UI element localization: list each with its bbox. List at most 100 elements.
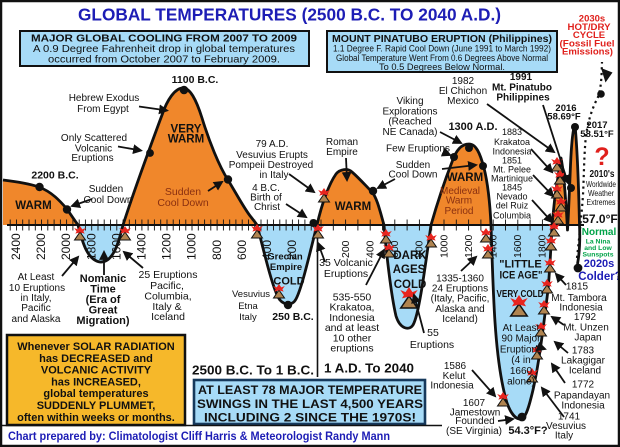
svg-text:58.51°F: 58.51°F — [580, 129, 614, 140]
svg-text:El Chichon: El Chichon — [439, 86, 487, 97]
svg-text:ICE AGE": ICE AGE" — [500, 270, 543, 282]
svg-text:Indonesia: Indonesia — [492, 147, 531, 157]
svg-text:57.0°F: 57.0°F — [582, 212, 617, 226]
svg-text:AGES: AGES — [393, 264, 426, 276]
svg-text:Period: Period — [445, 206, 474, 217]
svg-text:1815: 1815 — [566, 282, 589, 293]
svg-text:in Italy,: in Italy, — [21, 293, 52, 304]
svg-text:Mt. Pinatubo: Mt. Pinatubo — [492, 83, 552, 94]
svg-text:(Reached: (Reached — [388, 117, 431, 128]
svg-text:200: 200 — [285, 240, 299, 260]
svg-text:Volcanic: Volcanic — [75, 144, 112, 155]
svg-text:1660: 1660 — [510, 366, 533, 377]
svg-text:1991: 1991 — [510, 72, 533, 83]
svg-text:DARK: DARK — [393, 250, 427, 262]
svg-text:Sunspots: Sunspots — [583, 252, 614, 259]
svg-text:250 B.C.: 250 B.C. — [272, 311, 314, 323]
svg-text:Extremes: Extremes — [587, 197, 616, 207]
svg-text:Emissions): Emissions) — [562, 47, 613, 58]
svg-text:(4 in: (4 in — [511, 355, 530, 366]
svg-text:Few Eruptions: Few Eruptions — [386, 144, 450, 155]
svg-text:400: 400 — [365, 240, 377, 258]
svg-text:Indonesia: Indonesia — [329, 312, 375, 324]
svg-text:Chart prepared by: Climatologi: Chart prepared by: Climatologist Cliff H… — [8, 429, 390, 443]
svg-text:800: 800 — [210, 240, 224, 260]
svg-text:Colder?: Colder? — [578, 271, 620, 283]
svg-text:4 B.C.: 4 B.C. — [252, 183, 280, 194]
svg-text:2017: 2017 — [586, 120, 607, 131]
svg-text:25 Eruptions: 25 Eruptions — [139, 269, 198, 281]
svg-text:1982: 1982 — [452, 76, 475, 87]
svg-text:Empire: Empire — [270, 262, 302, 273]
svg-text:Mexico: Mexico — [447, 96, 479, 107]
svg-text:1100 B.C.: 1100 B.C. — [172, 74, 219, 86]
svg-text:VERY COLD: VERY COLD — [497, 289, 544, 300]
svg-text:600: 600 — [235, 240, 249, 260]
svg-text:1000: 1000 — [185, 233, 199, 260]
svg-text:global temperatures: global temperatures — [43, 388, 148, 400]
svg-text:2020s: 2020s — [584, 258, 615, 270]
svg-text:WARM: WARM — [447, 172, 483, 184]
svg-text:Columbia,: Columbia, — [144, 291, 191, 303]
svg-text:2400: 2400 — [9, 233, 23, 260]
svg-text:At Least: At Least — [18, 272, 55, 283]
svg-text:Christ: Christ — [254, 202, 280, 213]
svg-text:Warm: Warm — [446, 196, 472, 207]
svg-text:Grecian: Grecian — [267, 252, 303, 263]
svg-text:Birth of: Birth of — [250, 193, 282, 204]
svg-text:Philippines: Philippines — [496, 93, 550, 104]
svg-text:Italy: Italy — [555, 431, 573, 442]
svg-text:often within weeks or months.: often within weeks or months. — [17, 412, 175, 424]
svg-text:GLOBAL TEMPERATURES (2500 B.C.: GLOBAL TEMPERATURES (2500 B.C. TO 2040 A… — [78, 5, 501, 25]
svg-text:Weather: Weather — [588, 188, 614, 198]
svg-text:Roman: Roman — [326, 137, 358, 148]
svg-text:Global Temperature Went From 0: Global Temperature Went From 0.6 Degrees… — [336, 53, 548, 63]
svg-text:1741: 1741 — [558, 412, 581, 423]
svg-text:Cool Down: Cool Down — [157, 197, 209, 209]
svg-text:COLD: COLD — [394, 279, 427, 291]
svg-text:Iceland): Iceland) — [442, 314, 478, 325]
svg-text:1783: 1783 — [572, 346, 595, 357]
svg-text:1200: 1200 — [463, 234, 475, 258]
svg-text:400: 400 — [260, 240, 274, 260]
svg-text:Krakatoa: Krakatoa — [494, 137, 530, 147]
svg-text:"LITTLE: "LITTLE — [499, 259, 542, 271]
svg-text:Medieval: Medieval — [440, 186, 480, 197]
svg-text:2000: 2000 — [59, 233, 73, 260]
svg-text:1800: 1800 — [537, 234, 549, 258]
svg-text:58.69°F: 58.69°F — [547, 112, 581, 123]
svg-text:Indonesia: Indonesia — [430, 381, 474, 392]
svg-text:1000: 1000 — [438, 234, 450, 258]
svg-text:Krakatoa,: Krakatoa, — [330, 302, 375, 314]
svg-text:Columbia: Columbia — [493, 211, 531, 221]
svg-text:has INCREASED,: has INCREASED, — [51, 376, 141, 388]
svg-text:Eruptions: Eruptions — [410, 339, 454, 351]
svg-text:WARM: WARM — [15, 200, 51, 212]
svg-text:WARM: WARM — [335, 201, 371, 213]
svg-text:1851: 1851 — [502, 156, 522, 166]
svg-text:WARM: WARM — [168, 134, 204, 146]
svg-text:VOLCANIC ACTIVITY: VOLCANIC ACTIVITY — [41, 365, 152, 377]
svg-text:COLD: COLD — [273, 276, 304, 288]
svg-text:Nevado: Nevado — [496, 192, 527, 202]
svg-text:1792: 1792 — [574, 312, 597, 323]
svg-text:1883: 1883 — [502, 127, 522, 137]
svg-text:Nomanic: Nomanic — [80, 273, 126, 285]
svg-text:?: ? — [594, 143, 609, 171]
svg-text:Vesuvius Erupts: Vesuvius Erupts — [236, 150, 308, 161]
svg-text:and Low: and Low — [584, 245, 612, 252]
svg-text:800: 800 — [414, 240, 426, 258]
svg-text:Pompeii Destroyed: Pompeii Destroyed — [229, 160, 313, 171]
svg-text:INCLUDING 2 SINCE THE 1970S!: INCLUDING 2 SINCE THE 1970S! — [204, 411, 416, 425]
svg-text:79 A.D.: 79 A.D. — [256, 139, 289, 150]
svg-text:Lakagigar: Lakagigar — [561, 356, 606, 367]
svg-text:1 A.D. To 2040: 1 A.D. To 2040 — [324, 362, 414, 376]
svg-text:1607: 1607 — [463, 398, 486, 409]
svg-text:35 Volcanic: 35 Volcanic — [319, 257, 373, 269]
svg-text:Etna: Etna — [238, 301, 258, 312]
svg-text:VERY: VERY — [171, 124, 202, 136]
svg-text:Indonesia: Indonesia — [559, 303, 603, 314]
svg-text:occurred from October 2007 to: occurred from October 2007 to February 2… — [48, 54, 280, 66]
svg-text:Indonesia: Indonesia — [561, 401, 605, 412]
svg-text:Explorations: Explorations — [382, 106, 437, 117]
